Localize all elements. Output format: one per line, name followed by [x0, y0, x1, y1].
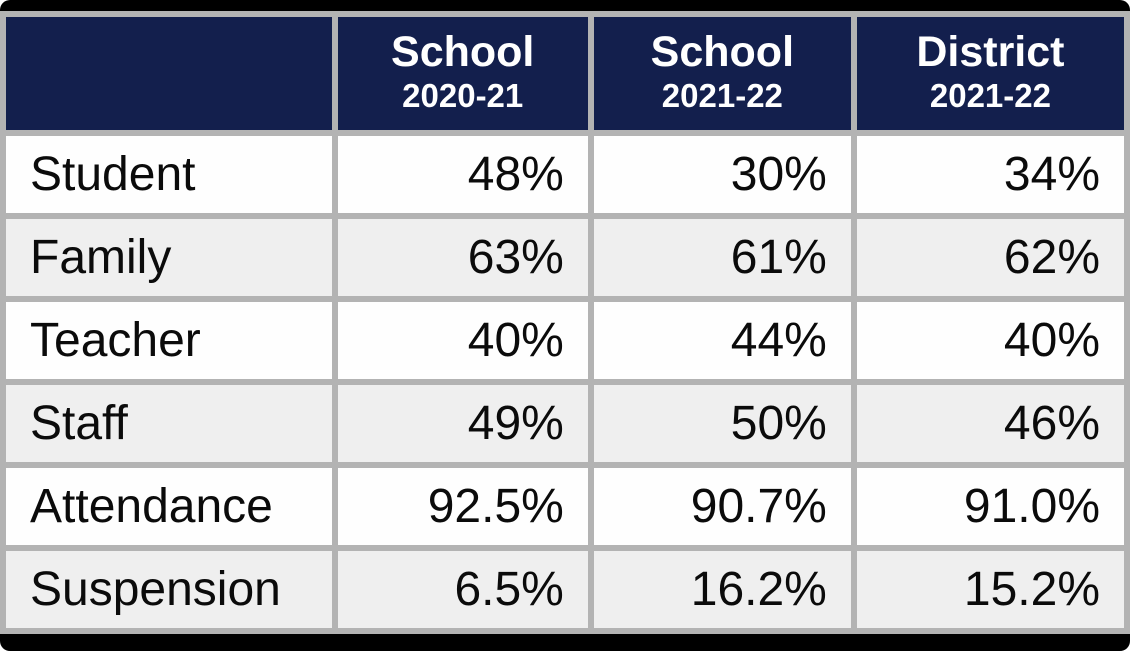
- col-header-subtitle: 2021-22: [929, 76, 1051, 114]
- header-row: School 2020-21 School 2021-22 District 2…: [0, 11, 1130, 136]
- table-row-staff: Staff 49% 50% 46%: [0, 379, 1130, 468]
- col-header-school-2021-22: School 2021-22: [587, 11, 857, 136]
- row-label: Family: [0, 213, 338, 302]
- row-value: 62%: [850, 213, 1130, 302]
- row-value: 46%: [850, 379, 1130, 468]
- row-value: 44%: [587, 296, 857, 385]
- corner-cell: [0, 11, 338, 136]
- row-label: Attendance: [0, 462, 338, 551]
- col-header-title: District: [916, 27, 1065, 76]
- row-label: Suspension: [0, 545, 338, 634]
- table-row-attendance: Attendance 92.5% 90.7% 91.0%: [0, 462, 1130, 551]
- table-row-teacher: Teacher 40% 44% 40%: [0, 296, 1130, 385]
- row-value: 34%: [850, 130, 1130, 219]
- row-value: 63%: [331, 213, 594, 302]
- col-header-title: School: [391, 27, 535, 76]
- row-value: 50%: [587, 379, 857, 468]
- col-header-district-2021-22: District 2021-22: [850, 11, 1130, 136]
- row-value: 6.5%: [331, 545, 594, 634]
- col-header-school-2020-21: School 2020-21: [331, 11, 594, 136]
- row-label: Staff: [0, 379, 338, 468]
- table-row-student: Student 48% 30% 34%: [0, 130, 1130, 219]
- row-value: 48%: [331, 130, 594, 219]
- row-value: 90.7%: [587, 462, 857, 551]
- row-value: 92.5%: [331, 462, 594, 551]
- metrics-table: School 2020-21 School 2021-22 District 2…: [0, 11, 1130, 634]
- table-row-family: Family 63% 61% 62%: [0, 213, 1130, 302]
- table-row-suspension: Suspension 6.5% 16.2% 15.2%: [0, 545, 1130, 634]
- col-header-subtitle: 2021-22: [661, 76, 783, 114]
- row-value: 91.0%: [850, 462, 1130, 551]
- row-value: 40%: [331, 296, 594, 385]
- col-header-title: School: [650, 27, 795, 76]
- col-header-subtitle: 2020-21: [402, 76, 524, 114]
- row-value: 40%: [850, 296, 1130, 385]
- row-value: 61%: [587, 213, 857, 302]
- row-value: 49%: [331, 379, 594, 468]
- row-value: 30%: [587, 130, 857, 219]
- row-label: Teacher: [0, 296, 338, 385]
- row-value: 15.2%: [850, 545, 1130, 634]
- row-value: 16.2%: [587, 545, 857, 634]
- row-label: Student: [0, 130, 338, 219]
